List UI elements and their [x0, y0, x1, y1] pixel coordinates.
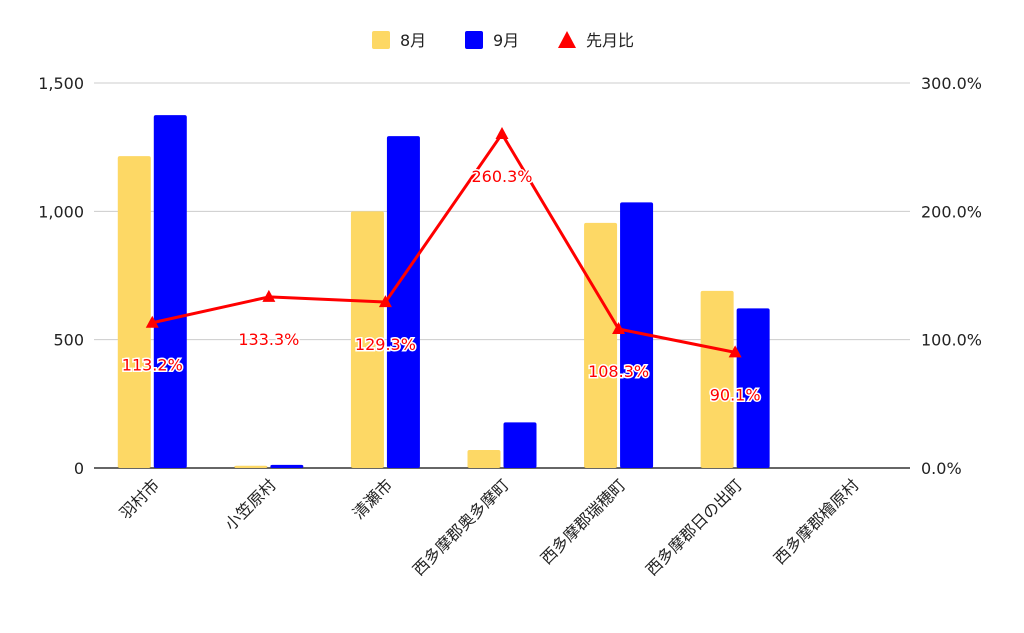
legend-label: 9月	[493, 31, 519, 50]
ratio-marker	[495, 126, 509, 139]
x-tick-label: 西多摩郡檜原村	[770, 475, 863, 568]
y-right-tick-label: 200.0%	[921, 202, 982, 221]
bar-sep	[153, 115, 187, 468]
x-tick-label: 清瀬市	[349, 475, 396, 522]
line-series	[145, 126, 742, 358]
bar-aug	[467, 450, 501, 468]
y-right-tick-label: 100.0%	[921, 331, 982, 350]
data-labels: 113.2% 133.3% 129.3% 260.3% 108.3% 90.1%	[120, 165, 762, 405]
y-right-tick-label: 300.0%	[921, 74, 982, 93]
ratio-marker	[612, 322, 626, 335]
bar-series	[117, 115, 770, 469]
bar-aug	[700, 290, 734, 468]
y-left-tick-label: 0	[74, 459, 84, 478]
bar-aug	[584, 222, 618, 468]
x-tick-label: 西多摩郡奥多摩町	[409, 475, 513, 579]
gridlines	[94, 82, 910, 469]
y-left-tick-label: 500	[53, 331, 84, 350]
x-tick-label: 西多摩郡瑞穂町	[537, 475, 630, 568]
ratio-data-label: 90.1%	[710, 385, 761, 404]
x-tick-label: 小笠原村	[221, 475, 280, 534]
legend: 8月 9月 先月比	[372, 31, 634, 50]
legend-label: 先月比	[586, 31, 634, 50]
ratio-data-label: 113.2%	[122, 356, 183, 375]
x-tick-label: 西多摩郡日の出町	[642, 475, 746, 579]
bar-sep	[386, 136, 420, 468]
x-tick-label: 羽村市	[116, 475, 163, 522]
y-left-tick-label: 1,500	[38, 74, 84, 93]
ratio-marker	[145, 315, 159, 328]
y-left-tick-label: 1,000	[38, 202, 84, 221]
ratio-marker	[262, 289, 276, 302]
ratio-marker	[378, 295, 392, 308]
bar-sep	[503, 422, 537, 468]
y-right-tick-label: 0.0%	[921, 459, 962, 478]
ratio-data-label: 129.3%	[355, 335, 416, 354]
ratio-data-label: 133.3%	[238, 330, 299, 349]
legend-swatch	[372, 31, 390, 49]
ratio-marker	[728, 345, 742, 358]
ratio-data-label: 108.3%	[588, 362, 649, 381]
legend-label: 8月	[400, 31, 426, 50]
bar-aug	[350, 211, 384, 469]
bar-aug	[117, 156, 151, 468]
bar-sep	[736, 308, 770, 468]
bar-sep	[620, 202, 654, 468]
ratio-line	[151, 132, 736, 354]
ratio-data-label: 260.3%	[471, 167, 532, 186]
bar-aug	[234, 465, 268, 468]
legend-swatch	[465, 31, 483, 49]
bar-sep	[270, 464, 304, 468]
legend-swatch	[558, 31, 576, 48]
